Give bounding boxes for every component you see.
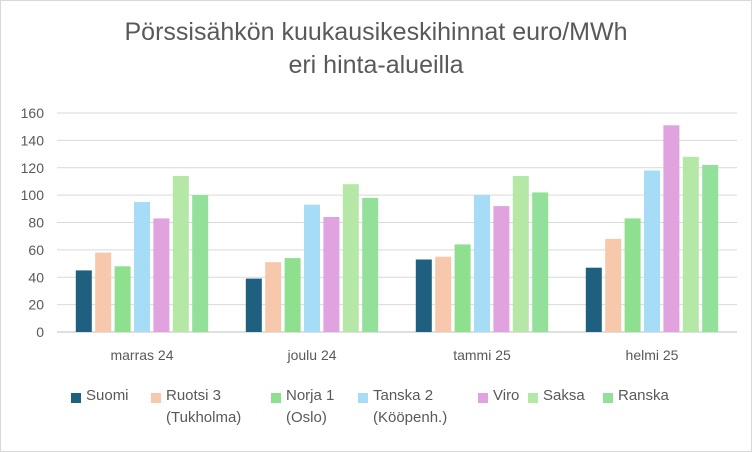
x-category-label: marras 24 xyxy=(110,347,173,363)
legend-swatch xyxy=(528,393,538,403)
bar xyxy=(134,202,150,332)
legend-swatch xyxy=(358,393,368,403)
bar xyxy=(435,256,452,332)
bar xyxy=(644,170,660,332)
bar xyxy=(153,218,170,332)
bar xyxy=(454,244,471,332)
legend-label: Tanska 2 (Kööpenh.) xyxy=(373,387,448,426)
y-tick-label: 0 xyxy=(36,324,44,340)
bar xyxy=(172,176,189,332)
bar xyxy=(284,258,301,332)
bar xyxy=(493,206,510,332)
legend-swatch xyxy=(478,393,488,403)
bar xyxy=(304,204,320,332)
x-category-label: tammi 25 xyxy=(453,347,511,363)
x-category-label: helmi 25 xyxy=(626,347,679,363)
y-tick-label: 120 xyxy=(21,160,45,176)
bar xyxy=(342,184,359,332)
bar xyxy=(95,252,112,332)
legend-label: Norja 1 (Oslo) xyxy=(286,387,335,426)
legend-label: Ranska xyxy=(618,387,669,404)
y-tick-label: 40 xyxy=(28,269,44,285)
legend: Suomi Ruotsi 3 (Tukholma) Norja 1 (Oslo) Ta… xyxy=(0,385,752,445)
chart-title-line-2: eri hinta-alueilla xyxy=(288,51,464,79)
bar xyxy=(702,165,719,332)
y-tick-label: 60 xyxy=(28,242,44,258)
gridlines xyxy=(57,112,737,333)
y-tick-label: 140 xyxy=(21,132,45,148)
y-tick-label: 160 xyxy=(21,105,45,121)
legend-swatch xyxy=(603,393,613,403)
bar xyxy=(624,218,641,332)
y-tick-label: 100 xyxy=(21,187,45,203)
legend-label: Ruotsi 3 (Tukholma) xyxy=(166,387,242,426)
bar xyxy=(605,238,622,332)
chart-title-line-1: Pörssisähkön kuukausikeskihinnat euro/MW… xyxy=(124,18,628,46)
legend-label: Viro xyxy=(493,387,520,404)
legend-swatch xyxy=(271,393,281,403)
bar xyxy=(585,267,602,332)
y-tick-label: 80 xyxy=(28,215,44,231)
bar xyxy=(265,262,282,332)
bar xyxy=(245,278,262,332)
y-axis-labels: 0 20 40 60 80 100 120 140 160 xyxy=(21,105,45,340)
y-tick-label: 20 xyxy=(28,297,44,313)
bar xyxy=(415,259,432,332)
bar xyxy=(362,197,379,332)
legend-swatch xyxy=(151,393,161,403)
bar xyxy=(75,270,92,332)
bar xyxy=(682,156,699,332)
x-axis-labels: marras 24 joulu 24 tammi 25 helmi 25 xyxy=(110,347,678,363)
bars xyxy=(75,125,719,332)
legend-label: Suomi xyxy=(86,387,129,404)
bar xyxy=(474,195,490,332)
bar xyxy=(114,266,131,332)
bar xyxy=(532,192,549,332)
bar xyxy=(512,176,529,332)
legend-label: Saksa xyxy=(543,387,585,404)
chart-title: Pörssisähkön kuukausikeskihinnat euro/MW… xyxy=(0,16,752,82)
bar xyxy=(192,195,209,332)
x-category-label: joulu 24 xyxy=(286,347,336,363)
bar xyxy=(323,217,340,332)
legend-swatch xyxy=(71,393,81,403)
bar xyxy=(663,125,680,332)
